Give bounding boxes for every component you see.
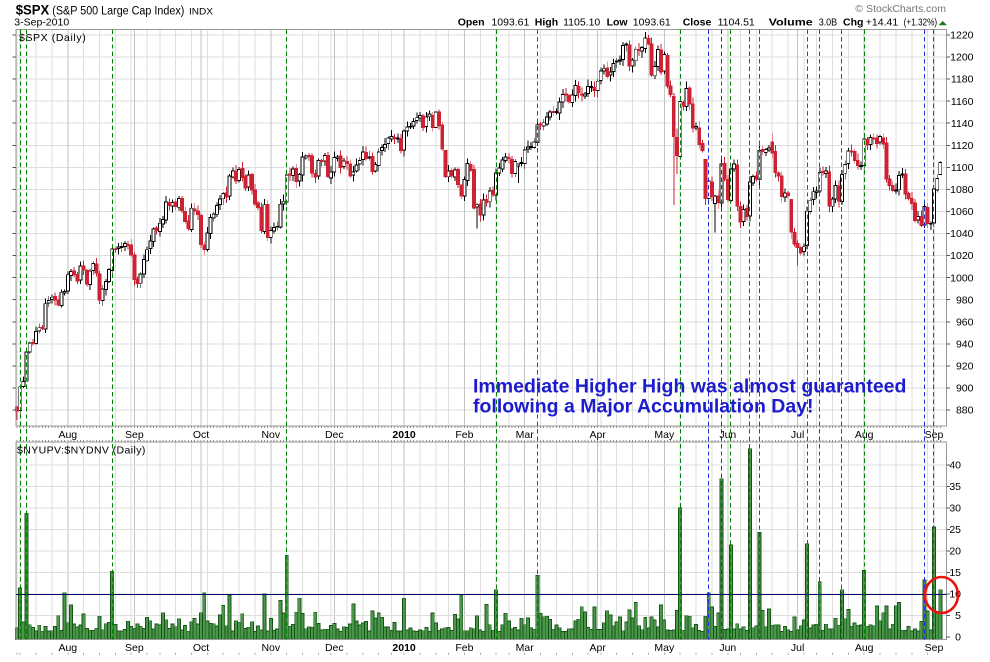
svg-text:20: 20	[949, 546, 961, 558]
svg-text:(S&P 500 Large Cap Index): (S&P 500 Large Cap Index)	[52, 6, 184, 18]
svg-text:$NYUPV:$NYDNV (Daily): $NYUPV:$NYDNV (Daily)	[17, 445, 146, 457]
svg-text:Oct: Oct	[193, 642, 209, 654]
svg-text:Immediate Higher High was almo: Immediate Higher High was almost guarant…	[473, 376, 906, 398]
svg-text:940: 940	[956, 338, 974, 350]
svg-text:1160: 1160	[951, 96, 974, 108]
svg-text:Feb: Feb	[455, 642, 473, 654]
svg-text:$SPX (Daily): $SPX (Daily)	[19, 32, 86, 44]
svg-text:Feb: Feb	[455, 429, 473, 441]
svg-text:Jul: Jul	[791, 429, 804, 441]
svg-text:Dec: Dec	[325, 642, 344, 654]
svg-text:960: 960	[956, 316, 974, 328]
svg-text:Aug: Aug	[855, 642, 874, 654]
svg-text:3-Sep-2010: 3-Sep-2010	[14, 17, 69, 29]
svg-text:Chg: Chg	[843, 17, 863, 29]
svg-text:1120: 1120	[951, 140, 974, 152]
svg-text:Sep: Sep	[925, 429, 944, 441]
svg-text:Sep: Sep	[125, 429, 144, 441]
svg-text:1093.61: 1093.61	[491, 17, 529, 29]
svg-text:980: 980	[956, 294, 974, 306]
svg-text:Aug: Aug	[58, 642, 77, 654]
svg-text:High: High	[535, 17, 558, 29]
svg-text:May: May	[654, 429, 675, 441]
svg-text:Jun: Jun	[719, 642, 736, 654]
svg-text:10: 10	[949, 589, 961, 601]
svg-text:Aug: Aug	[58, 429, 77, 441]
svg-text:30: 30	[949, 503, 961, 515]
svg-text:Sep: Sep	[925, 642, 944, 654]
svg-text:1093.61: 1093.61	[633, 17, 671, 29]
svg-text:1000: 1000	[950, 272, 974, 284]
svg-text:© StockCharts.com: © StockCharts.com	[855, 3, 946, 15]
svg-text:Apr: Apr	[590, 642, 607, 654]
svg-text:Volume: Volume	[769, 17, 813, 29]
svg-text:Apr: Apr	[590, 429, 607, 441]
svg-text:Jul: Jul	[791, 642, 804, 654]
svg-text:1104.51: 1104.51	[718, 17, 755, 29]
svg-text:Jun: Jun	[719, 429, 736, 441]
svg-text:Open: Open	[458, 17, 485, 29]
svg-text:May: May	[654, 642, 675, 654]
svg-text:1220: 1220	[950, 30, 974, 42]
svg-text:920: 920	[956, 361, 974, 373]
svg-text:5: 5	[955, 610, 961, 622]
svg-text:(+1.32%): (+1.32%)	[904, 17, 938, 29]
svg-text:15: 15	[949, 567, 961, 579]
svg-text:1100: 1100	[951, 162, 974, 174]
svg-text:Aug: Aug	[855, 429, 874, 441]
svg-text:1140: 1140	[951, 118, 974, 130]
svg-text:Mar: Mar	[516, 642, 535, 654]
svg-text:1060: 1060	[950, 206, 974, 218]
svg-text:Close: Close	[683, 17, 712, 29]
svg-text:$SPX: $SPX	[16, 3, 50, 18]
svg-text:Low: Low	[607, 17, 629, 29]
svg-text:1020: 1020	[950, 250, 974, 262]
svg-text:900: 900	[956, 383, 974, 395]
svg-text:Nov: Nov	[261, 429, 280, 441]
svg-text:following a Major Accumulation: following a Major Accumulation Day!	[473, 396, 814, 418]
svg-text:1040: 1040	[950, 228, 974, 240]
svg-text:35: 35	[949, 481, 961, 493]
svg-text:1200: 1200	[950, 52, 974, 64]
svg-text:40: 40	[949, 460, 961, 472]
svg-text:+14.41: +14.41	[866, 17, 899, 29]
svg-text:0: 0	[955, 632, 961, 644]
svg-text:2010: 2010	[392, 642, 416, 654]
svg-text:25: 25	[949, 524, 961, 536]
svg-text:Oct: Oct	[193, 429, 209, 441]
svg-text:Nov: Nov	[261, 642, 280, 654]
svg-text:1180: 1180	[951, 74, 974, 86]
svg-text:Sep: Sep	[125, 642, 144, 654]
svg-text:Dec: Dec	[325, 429, 344, 441]
svg-text:INDX: INDX	[189, 7, 214, 18]
svg-text:Mar: Mar	[516, 429, 535, 441]
svg-text:1105.10: 1105.10	[563, 17, 600, 29]
svg-text:2010: 2010	[392, 429, 416, 441]
svg-text:880: 880	[956, 405, 974, 417]
svg-text:3.0B: 3.0B	[819, 17, 838, 29]
svg-text:1080: 1080	[950, 184, 974, 196]
